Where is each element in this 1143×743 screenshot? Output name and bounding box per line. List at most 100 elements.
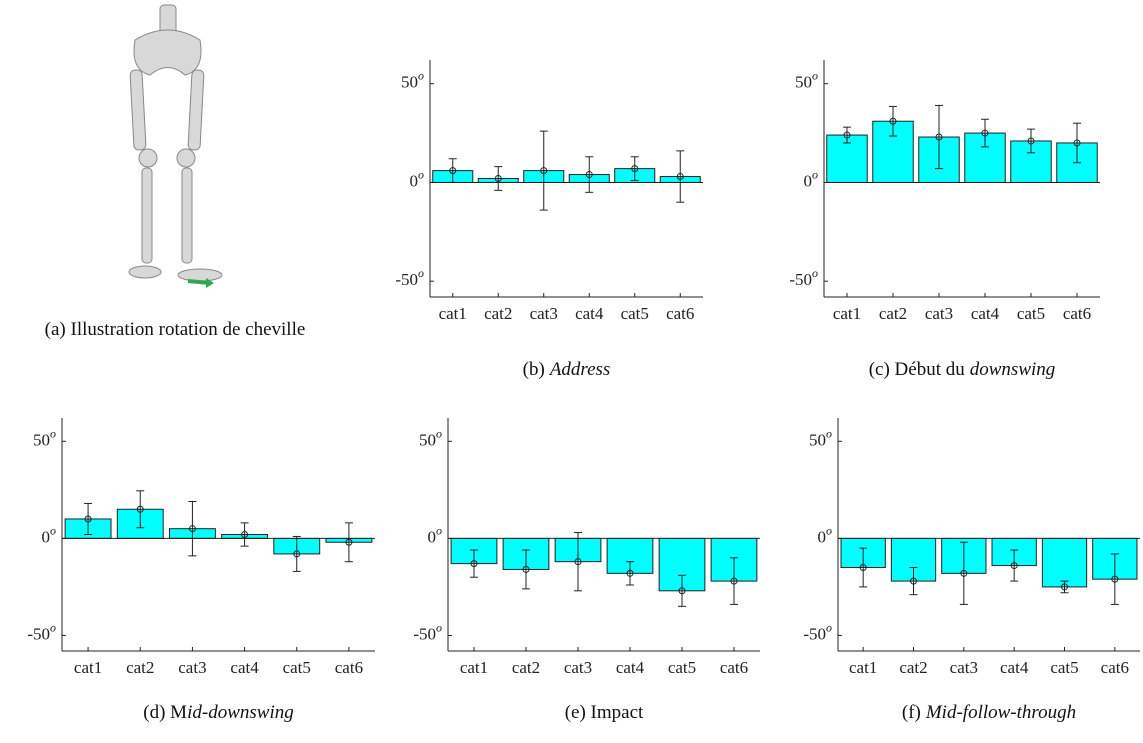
caption: (d) Mid-downswing bbox=[143, 702, 293, 723]
caption-part: (d) M bbox=[143, 702, 187, 723]
tick-value: -50 bbox=[789, 270, 812, 289]
tick-value: 0 bbox=[42, 527, 51, 546]
x-tick-label: cat4 bbox=[575, 304, 604, 323]
mean-marker bbox=[136, 505, 144, 513]
caption-part: (b) bbox=[523, 359, 545, 380]
caption: (c) Début du downswing bbox=[869, 359, 1056, 380]
mean-marker bbox=[676, 173, 684, 181]
tick-suffix: o bbox=[418, 68, 424, 82]
tick-value: -50 bbox=[27, 624, 50, 643]
caption: (a) Illustration rotation de cheville bbox=[44, 319, 306, 340]
x-tick-label: cat5 bbox=[283, 658, 311, 677]
mean-marker bbox=[470, 560, 478, 568]
x-tick-label: cat2 bbox=[484, 304, 512, 323]
x-tick-label: cat4 bbox=[230, 658, 259, 677]
caption-part: (f) bbox=[902, 702, 921, 723]
y-tick-label: -50o bbox=[789, 266, 818, 289]
y-tick-label: 50o bbox=[33, 426, 56, 449]
tick-value: -50 bbox=[395, 270, 418, 289]
caption-box: (a) Illustration rotation de cheville bbox=[44, 319, 306, 340]
tick-value: 0 bbox=[818, 527, 827, 546]
mean-marker bbox=[678, 587, 686, 595]
tick-value: 50 bbox=[33, 430, 50, 449]
mean-marker bbox=[935, 133, 943, 141]
tick-value: -50 bbox=[413, 624, 436, 643]
x-tick-label: cat6 bbox=[1063, 304, 1091, 323]
mean-marker bbox=[1111, 575, 1119, 583]
x-tick-label: cat6 bbox=[720, 658, 748, 677]
x-tick-label: cat5 bbox=[1017, 304, 1045, 323]
tick-value: 0 bbox=[804, 171, 813, 190]
mean-marker bbox=[889, 117, 897, 125]
tick-suffix: o bbox=[812, 167, 818, 181]
tick-suffix: o bbox=[50, 620, 56, 634]
mean-marker bbox=[910, 577, 917, 585]
y-tick-label: -50o bbox=[395, 266, 424, 289]
tick-suffix: o bbox=[418, 266, 424, 280]
mean-marker bbox=[981, 129, 989, 137]
mean-marker bbox=[345, 538, 353, 546]
tick-suffix: o bbox=[826, 620, 832, 634]
mean-marker bbox=[522, 565, 530, 573]
x-tick-label: cat3 bbox=[530, 304, 558, 323]
y-tick-label: 50o bbox=[795, 68, 818, 91]
x-tick-label: cat4 bbox=[1000, 658, 1029, 677]
tick-suffix: o bbox=[826, 523, 832, 537]
x-tick-label: cat2 bbox=[126, 658, 154, 677]
mean-marker bbox=[1073, 139, 1081, 147]
x-tick-label: cat5 bbox=[621, 304, 649, 323]
tick-suffix: o bbox=[50, 523, 56, 537]
mean-marker bbox=[843, 131, 851, 139]
tick-value: 50 bbox=[809, 430, 826, 449]
mean-marker bbox=[1061, 583, 1068, 591]
mean-marker bbox=[626, 569, 634, 577]
x-tick-label: cat2 bbox=[879, 304, 907, 323]
tick-suffix: o bbox=[812, 68, 818, 82]
x-tick-label: cat1 bbox=[460, 658, 488, 677]
x-tick-label: cat5 bbox=[1050, 658, 1078, 677]
x-tick-label: cat4 bbox=[616, 658, 645, 677]
tick-value: 50 bbox=[419, 430, 436, 449]
tick-suffix: o bbox=[436, 426, 442, 440]
x-tick-label: cat5 bbox=[668, 658, 696, 677]
mean-marker bbox=[730, 577, 738, 585]
caption: (e) Impact bbox=[565, 702, 644, 723]
x-tick-label: cat6 bbox=[1101, 658, 1129, 677]
x-tick-label: cat3 bbox=[564, 658, 592, 677]
mean-marker bbox=[188, 525, 196, 533]
x-tick-label: cat3 bbox=[950, 658, 978, 677]
caption-part: id-downswing bbox=[187, 702, 294, 723]
y-tick-label: 50o bbox=[419, 426, 442, 449]
x-tick-label: cat1 bbox=[833, 304, 861, 323]
mean-marker bbox=[1027, 137, 1035, 145]
caption-part: Address bbox=[548, 359, 611, 380]
caption-part: (c) Début du bbox=[869, 359, 966, 380]
caption: (b) Address bbox=[523, 359, 611, 380]
tick-suffix: o bbox=[812, 266, 818, 280]
tick-value: 50 bbox=[401, 73, 418, 92]
y-tick-label: -50o bbox=[27, 620, 56, 643]
y-tick-label: 0o bbox=[410, 167, 425, 190]
mean-marker bbox=[84, 515, 92, 523]
mean-marker bbox=[960, 569, 968, 577]
y-tick-label: 0o bbox=[818, 523, 833, 546]
caption-part: (e) Impact bbox=[565, 702, 644, 723]
x-tick-label: cat2 bbox=[899, 658, 927, 677]
y-tick-label: 0o bbox=[42, 523, 57, 546]
mean-marker bbox=[494, 175, 502, 182]
x-tick-label: cat2 bbox=[512, 658, 540, 677]
y-tick-label: -50o bbox=[413, 620, 442, 643]
x-tick-label: cat3 bbox=[925, 304, 953, 323]
x-tick-label: cat6 bbox=[666, 304, 694, 323]
x-tick-label: cat1 bbox=[74, 658, 102, 677]
tick-suffix: o bbox=[50, 426, 56, 440]
mean-marker bbox=[574, 558, 582, 566]
caption-part: Mid-follow-through bbox=[925, 702, 1076, 723]
